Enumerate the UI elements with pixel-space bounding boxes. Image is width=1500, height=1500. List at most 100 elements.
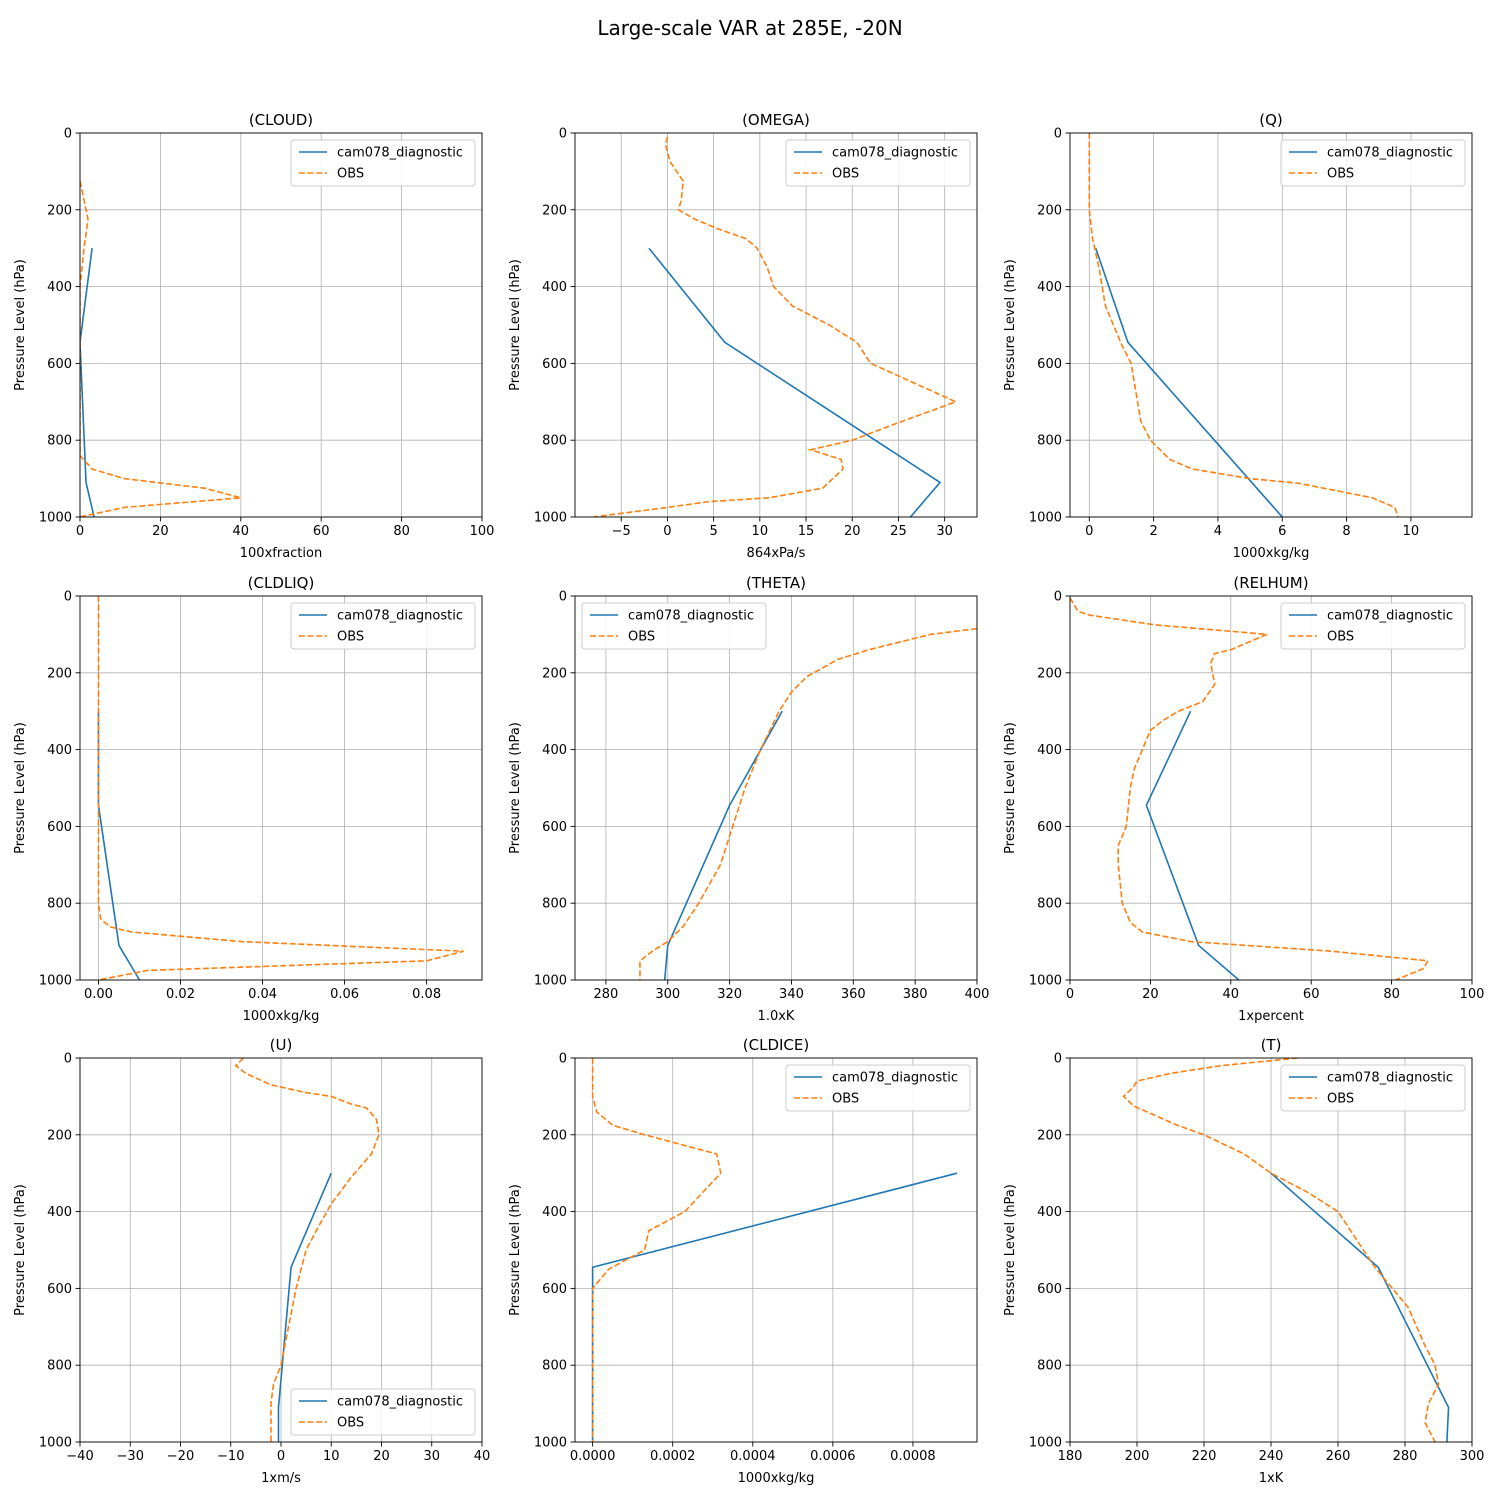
y-tick-label: 600 [47, 357, 72, 372]
legend-label: cam078_diagnostic [628, 609, 754, 624]
x-axis-label: 864xPa/s [747, 546, 806, 561]
series-line-model [648, 247, 942, 517]
legend-label: cam078_diagnostic [832, 146, 958, 161]
x-axis-label: 100xfraction [240, 546, 322, 561]
legend-label: OBS [337, 1416, 364, 1431]
x-tick-label: 320 [717, 987, 742, 1002]
legend: cam078_diagnostic OBS [1280, 139, 1466, 187]
subplot-title: (Q) [1259, 111, 1283, 129]
y-tick-label: 0 [1054, 127, 1062, 142]
x-tick-label: 0.08 [412, 987, 441, 1002]
legend-box [581, 602, 767, 650]
x-tick-label: 180 [1058, 1449, 1083, 1464]
subplot: 0 2 4 6 8 10 0 200 400 600 800 1000 (Q) 1000xkg/kg Pre… [1003, 111, 1473, 561]
x-tick-label: 80 [1383, 987, 1400, 1002]
x-tick-label: −10 [217, 1449, 244, 1464]
x-tick-label: 100 [1460, 987, 1485, 1002]
y-tick-label: 0 [559, 1052, 567, 1067]
axes-frame [79, 595, 483, 981]
y-tick-label: 1000 [534, 974, 567, 989]
x-tick-label: 60 [1303, 987, 1320, 1002]
x-tick-label: 2 [1149, 524, 1157, 539]
legend: cam078_diagnostic OBS [290, 139, 476, 187]
x-tick-label: 8 [1342, 524, 1350, 539]
legend-label: OBS [1327, 167, 1354, 182]
x-tick-label: 360 [841, 987, 866, 1002]
x-tick-label: 0.04 [248, 987, 277, 1002]
y-tick-label: 800 [542, 1359, 567, 1374]
y-tick-label: 800 [1037, 1359, 1062, 1374]
series-line-obs [591, 1058, 722, 1442]
x-tick-label: 30 [423, 1449, 440, 1464]
axes-frame [574, 1057, 978, 1443]
subplot-title: (THETA) [746, 574, 806, 592]
x-tick-label: 400 [965, 987, 990, 1002]
x-tick-label: 280 [1393, 1449, 1418, 1464]
y-tick-label: 200 [542, 1128, 567, 1143]
y-axis-label: Pressure Level (hPa) [1003, 259, 1018, 391]
y-axis-label: Pressure Level (hPa) [1003, 722, 1018, 854]
y-tick-label: 400 [47, 743, 72, 758]
y-tick-label: 1000 [39, 974, 72, 989]
series-line-obs [1088, 133, 1399, 517]
legend-label: cam078_diagnostic [832, 1071, 958, 1086]
y-tick-label: 600 [1037, 357, 1062, 372]
legend-label: cam078_diagnostic [1327, 609, 1453, 624]
y-tick-label: 400 [1037, 280, 1062, 295]
y-tick-label: 1000 [1029, 511, 1062, 526]
x-tick-label: 100 [470, 524, 495, 539]
subplot-title: (T) [1261, 1036, 1282, 1054]
subplot-title: (OMEGA) [742, 111, 810, 129]
x-axis-label: 1000xkg/kg [243, 1009, 320, 1024]
legend-box [1280, 1064, 1466, 1112]
figure-title: Large-scale VAR at 285E, -20N [597, 16, 903, 40]
legend-label: cam078_diagnostic [1327, 1071, 1453, 1086]
x-tick-label: 260 [1326, 1449, 1351, 1464]
legend: cam078_diagnostic OBS [581, 602, 767, 650]
x-tick-label: 20 [1142, 987, 1159, 1002]
series-line-model [80, 248, 95, 517]
subplot: 280 300 320 340 360 380 400 0 200 400 600 800 1000 (T… [508, 574, 989, 1024]
subplot: −5 0 5 10 15 20 25 30 0 200 400 600 800 1000 (OMEGA) 86… [508, 111, 978, 561]
series-line-model [1094, 247, 1283, 517]
y-tick-label: 800 [542, 897, 567, 912]
y-tick-label: 400 [542, 1205, 567, 1220]
x-tick-label: 10 [1403, 524, 1420, 539]
x-tick-label: 0 [277, 1449, 285, 1464]
y-tick-label: 1000 [39, 1436, 72, 1451]
y-tick-label: 400 [542, 743, 567, 758]
y-axis-label: Pressure Level (hPa) [13, 722, 28, 854]
y-tick-label: 0 [559, 127, 567, 142]
y-tick-label: 600 [542, 1282, 567, 1297]
legend-label: OBS [832, 1092, 859, 1107]
y-axis-label: Pressure Level (hPa) [13, 1184, 28, 1316]
legend-box [1280, 602, 1466, 650]
x-tick-label: 15 [798, 524, 815, 539]
y-tick-label: 1000 [534, 1436, 567, 1451]
y-axis-label: Pressure Level (hPa) [508, 1184, 523, 1316]
series-line-model [1145, 710, 1240, 980]
y-tick-label: 800 [1037, 434, 1062, 449]
legend-label: OBS [1327, 630, 1354, 645]
subplot-title: (CLOUD) [249, 111, 313, 129]
x-tick-label: 20 [373, 1449, 390, 1464]
x-tick-label: 60 [313, 524, 330, 539]
y-tick-label: 600 [47, 1282, 72, 1297]
y-tick-label: 600 [542, 357, 567, 372]
series-line-obs [1070, 597, 1430, 980]
y-axis-label: Pressure Level (hPa) [1003, 1184, 1018, 1316]
x-tick-label: 20 [844, 524, 861, 539]
x-tick-label: 0.0006 [810, 1449, 856, 1464]
series-line-obs [80, 180, 242, 517]
x-tick-label: 0.0008 [890, 1449, 936, 1464]
legend-label: OBS [337, 167, 364, 182]
y-axis-label: Pressure Level (hPa) [508, 722, 523, 854]
x-axis-label: 1000xkg/kg [738, 1471, 815, 1486]
axes-frame [574, 595, 978, 981]
x-tick-label: 40 [474, 1449, 491, 1464]
legend-label: cam078_diagnostic [1327, 146, 1453, 161]
legend: cam078_diagnostic OBS [1280, 1064, 1466, 1112]
y-axis-label: Pressure Level (hPa) [13, 259, 28, 391]
x-axis-label: 1xpercent [1238, 1009, 1304, 1024]
